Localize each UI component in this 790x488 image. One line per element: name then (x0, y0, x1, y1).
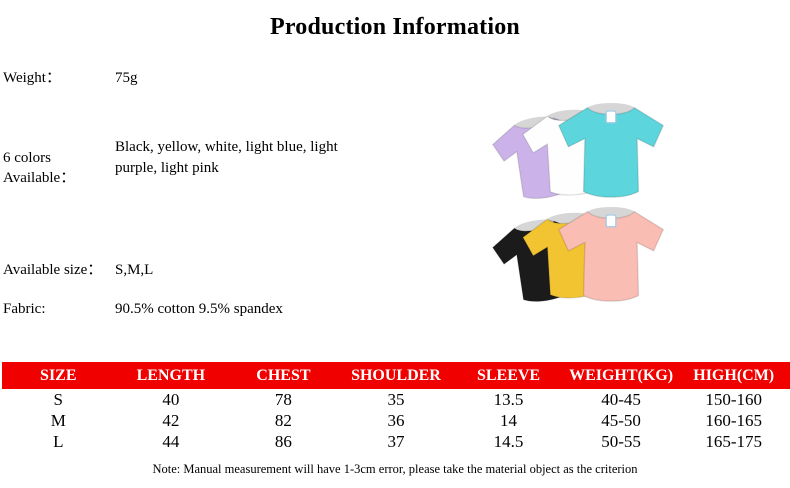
table-cell: 36 (387, 410, 405, 430)
size-table-header-row: SIZE LENGTH CHEST SHOULDER SLEEVE WEIGHT… (2, 362, 790, 389)
table-row-size-l: L 44 86 37 14.5 50-55 165-175 (2, 431, 790, 452)
table-header-cell: WEIGHT(KG) (564, 362, 678, 389)
table-header-cell: SHOULDER (339, 362, 453, 389)
table-row-size-m: M 42 82 36 14 45-50 160-165 (2, 410, 790, 431)
table-cell: 42 (162, 410, 180, 430)
table-cell: 45-50 (601, 410, 641, 430)
table-header-cell: SIZE (2, 362, 115, 389)
spec-value-fabric: 90.5% cotton 9.5% spandex (115, 301, 283, 317)
table-header-cell: CHEST (227, 362, 340, 389)
table-header-cell: HIGH(CM) (677, 362, 790, 389)
spec-label-weight: Weight： (3, 70, 61, 86)
table-header-cell: LENGTH (114, 362, 228, 389)
spec-label-fabric: Fabric: (3, 301, 46, 317)
table-cell: 35 (387, 389, 405, 409)
table-cell: 150-160 (705, 389, 763, 409)
tshirt-light-pink-image (538, 202, 684, 312)
spec-label-size: Available size： (3, 262, 103, 278)
table-cell: 40 (162, 389, 180, 409)
table-header-cell: SLEEVE (452, 362, 565, 389)
table-cell: L (53, 431, 64, 451)
table-cell: 14 (500, 410, 518, 430)
table-cell: 13.5 (493, 389, 524, 409)
table-row-size-s: S 40 78 35 13.5 40-45 150-160 (2, 389, 790, 410)
table-cell: 40-45 (601, 389, 641, 409)
table-cell: 82 (274, 410, 292, 430)
spec-value-weight: 75g (115, 70, 138, 86)
table-cell: 44 (162, 431, 180, 451)
table-cell: 165-175 (705, 431, 763, 451)
spec-value-size: S,M,L (115, 262, 154, 278)
product-photos (480, 94, 710, 316)
table-cell: S (53, 389, 64, 409)
spec-label-colors: 6 colors Available： (3, 150, 76, 186)
table-cell: 50-55 (601, 431, 641, 451)
table-cell: 37 (387, 431, 405, 451)
table-cell: M (50, 410, 66, 430)
size-table: SIZE LENGTH CHEST SHOULDER SLEEVE WEIGHT… (2, 362, 790, 452)
table-cell: 14.5 (493, 431, 524, 451)
table-cell: 78 (274, 389, 292, 409)
tshirt-light-blue-image (538, 98, 684, 208)
note-text: Note: Manual measurement will have 1-3cm… (152, 462, 638, 476)
spec-value-colors: Black, yellow, white, light blue, light … (115, 139, 338, 176)
table-cell: 86 (274, 431, 292, 451)
page-title: Production Information (270, 14, 520, 40)
table-cell: 160-165 (705, 410, 763, 430)
